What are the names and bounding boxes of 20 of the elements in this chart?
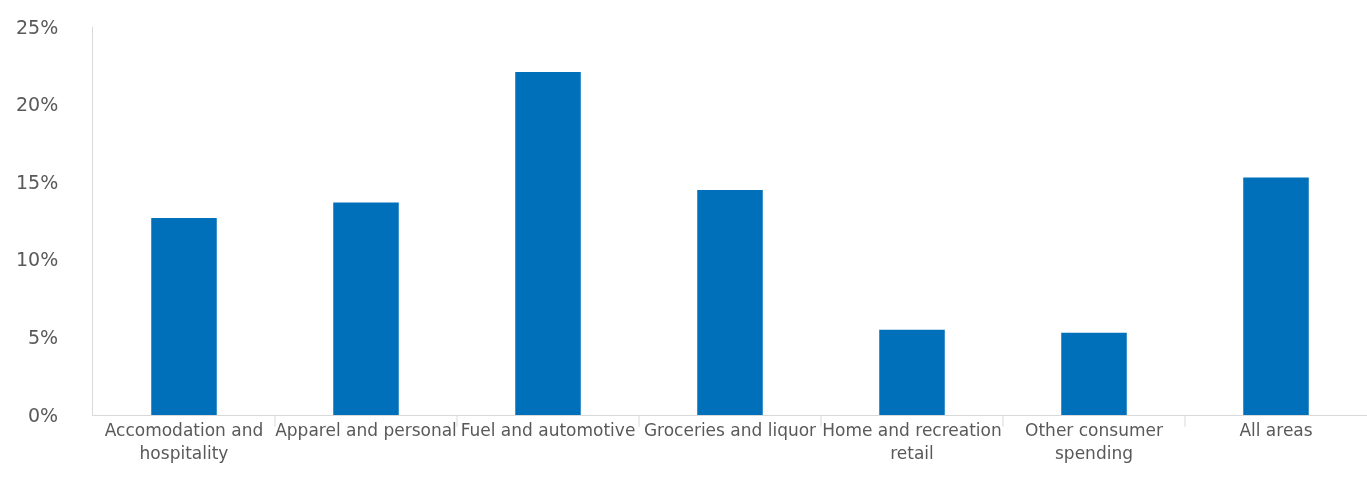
y-tick-label: 10% [15, 248, 59, 271]
bar [697, 189, 763, 415]
y-tick-label: 0% [28, 403, 59, 426]
bar [879, 329, 945, 415]
y-tick-label: 25% [15, 15, 59, 38]
x-tick-label: Fuel and automotive [460, 420, 636, 441]
bar [1061, 332, 1127, 415]
x-tick-label: Groceries and liquor [643, 420, 817, 441]
bar [1243, 177, 1309, 415]
x-tick-label: Other consumer spending [1025, 420, 1163, 463]
x-tick-label: Apparel and personal [275, 420, 457, 441]
bar [515, 72, 581, 415]
y-tick-label: 15% [15, 170, 59, 193]
x-tick-label: Accomodation and hospitality [104, 420, 264, 463]
x-tick-label: All areas [1239, 420, 1313, 441]
bar [333, 202, 399, 415]
bar [151, 217, 217, 415]
x-tick-label: Home and recreation retail [822, 420, 1002, 463]
y-tick-label: 5% [28, 326, 59, 349]
y-tick-label: 20% [15, 93, 59, 116]
